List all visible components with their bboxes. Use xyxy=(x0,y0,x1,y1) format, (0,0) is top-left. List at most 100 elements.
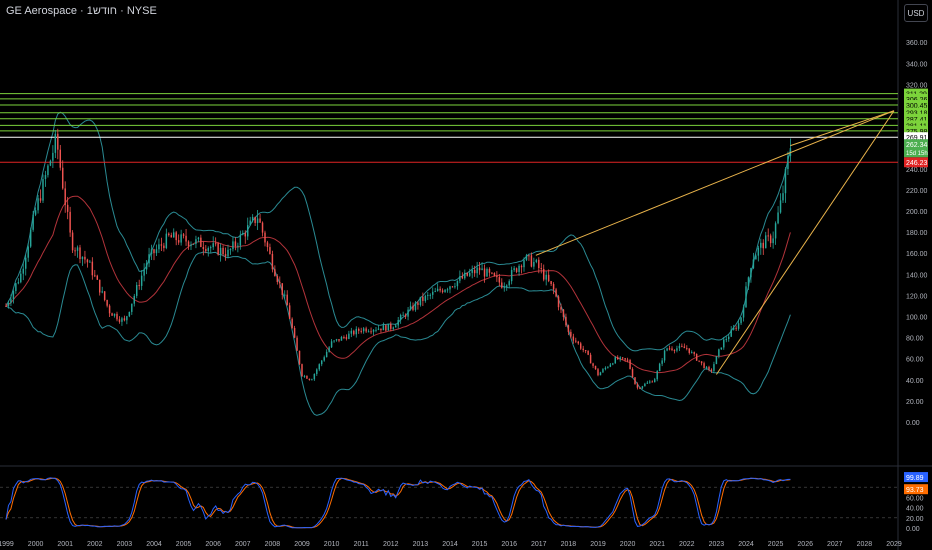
candle-body xyxy=(429,294,432,296)
candle-body xyxy=(355,328,358,335)
candle-body xyxy=(639,387,641,389)
candle-body xyxy=(407,309,409,317)
candle-body xyxy=(567,325,570,332)
candle-body xyxy=(202,246,205,250)
candle-body xyxy=(688,348,691,353)
candle-body xyxy=(404,314,407,317)
candle-body xyxy=(264,232,266,243)
candle-body xyxy=(436,288,439,292)
candle-body xyxy=(266,242,269,248)
candle-body xyxy=(700,361,703,364)
price-axis-label: 340.00 xyxy=(906,61,928,68)
candle-body xyxy=(412,305,414,310)
candle-body xyxy=(779,200,782,213)
currency-button[interactable]: USD xyxy=(904,4,928,22)
candle-body xyxy=(427,294,429,296)
candle-body xyxy=(22,268,25,274)
candle-body xyxy=(397,320,399,326)
candle-body xyxy=(103,291,106,300)
candle-body xyxy=(217,243,219,255)
price-axis-label: 100.00 xyxy=(906,315,928,322)
candle-body xyxy=(496,275,498,278)
candle-body xyxy=(91,261,94,276)
stoch-k-value: 99.89 xyxy=(906,475,924,482)
candle-body xyxy=(59,149,62,168)
time-axis-label: 2012 xyxy=(383,541,399,548)
candle-body xyxy=(649,381,651,383)
candle-body xyxy=(121,318,123,322)
level-badge-label: 300.45 xyxy=(906,103,928,110)
candle-body xyxy=(330,341,333,348)
candle-body xyxy=(350,330,353,334)
candle-body xyxy=(180,234,182,243)
candle-body xyxy=(367,331,370,333)
candle-body xyxy=(439,288,441,291)
candle-body xyxy=(686,348,688,350)
candle-body xyxy=(538,259,540,269)
candle-body xyxy=(594,365,597,370)
current-price-label: 262.34 xyxy=(906,142,928,149)
candle-body xyxy=(513,268,515,271)
candle-body xyxy=(148,254,150,264)
candle-body xyxy=(303,375,306,377)
candle-body xyxy=(690,352,693,354)
candle-body xyxy=(227,249,229,257)
candle-body xyxy=(735,327,737,329)
candle-body xyxy=(599,372,602,376)
candle-body xyxy=(116,313,118,320)
candle-body xyxy=(187,241,190,247)
symbol-title: GE Aerospace · 1חודש · NYSE xyxy=(6,5,157,17)
time-axis-label: 2027 xyxy=(827,541,843,548)
candle-body xyxy=(592,363,594,366)
candle-body xyxy=(301,364,303,376)
candle-body xyxy=(540,268,543,270)
time-axis-label: 2008 xyxy=(265,541,281,548)
candle-body xyxy=(631,368,634,378)
candle-body xyxy=(195,239,197,244)
candle-body xyxy=(668,348,671,350)
candle-body xyxy=(205,249,207,252)
candle-body xyxy=(394,325,397,328)
candle-body xyxy=(683,346,686,349)
candle-body xyxy=(414,302,417,310)
time-axis-label: 2014 xyxy=(442,541,458,548)
candle-body xyxy=(39,198,42,201)
candle-body xyxy=(703,363,705,369)
candle-body xyxy=(757,247,760,256)
candle-body xyxy=(175,232,177,241)
time-axis-label: 2007 xyxy=(235,541,251,548)
candle-body xyxy=(710,369,713,371)
candle-body xyxy=(172,232,175,238)
candle-body xyxy=(170,235,173,238)
candle-body xyxy=(505,285,508,288)
candle-body xyxy=(747,277,750,287)
candle-body xyxy=(387,323,390,331)
candle-body xyxy=(636,384,639,388)
stoch-axis-label: 0.00 xyxy=(906,526,920,533)
candle-body xyxy=(316,369,318,374)
candle-body xyxy=(422,296,424,301)
candle-body xyxy=(518,265,520,272)
time-axis-label: 2000 xyxy=(28,541,44,548)
candle-body xyxy=(575,340,577,342)
candle-body xyxy=(232,241,234,250)
candle-body xyxy=(281,283,284,295)
candle-body xyxy=(362,328,365,332)
level-badge xyxy=(904,107,928,118)
candle-body xyxy=(530,255,533,267)
stoch-d-value: 93.73 xyxy=(906,487,924,494)
candle-body xyxy=(298,350,301,365)
candle-body xyxy=(424,295,427,301)
candle-body xyxy=(261,222,264,233)
candle-body xyxy=(550,281,552,285)
candle-body xyxy=(419,296,422,305)
candle-body xyxy=(715,356,718,365)
candle-body xyxy=(276,276,279,282)
candle-body xyxy=(283,294,286,296)
candle-body xyxy=(772,238,774,244)
candle-body xyxy=(671,348,673,351)
price-axis-label: 140.00 xyxy=(906,272,928,279)
candle-body xyxy=(523,260,525,268)
candle-body xyxy=(274,269,276,277)
